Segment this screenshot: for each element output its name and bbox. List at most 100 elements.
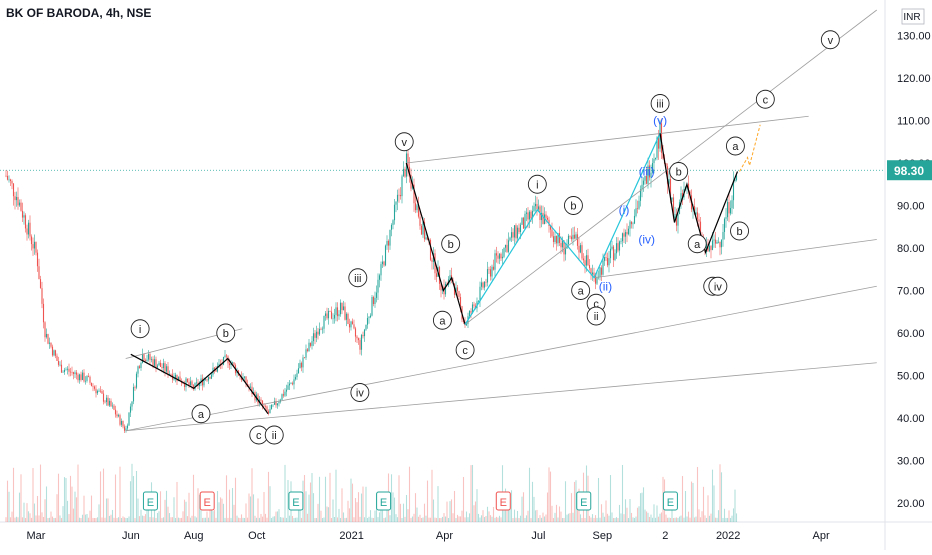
volume-bar (117, 517, 120, 522)
volume-bar (683, 517, 685, 522)
candle-body (413, 184, 415, 204)
candle-body (62, 371, 64, 373)
volume-bar (713, 485, 715, 522)
volume-bar (419, 514, 421, 522)
candle-body (414, 203, 417, 211)
volume-bar (425, 515, 427, 522)
volume-bar (12, 467, 15, 522)
candle-body (671, 197, 673, 200)
candle-body (594, 275, 597, 284)
volume-bar (14, 517, 16, 522)
candle-body (74, 372, 76, 374)
volume-bar (308, 494, 310, 522)
earnings-letter: E (292, 497, 299, 509)
volume-bar (545, 514, 547, 522)
volume-bar (617, 517, 619, 522)
candle-body (317, 331, 319, 335)
candle-body (81, 372, 84, 380)
volume-bar (275, 511, 277, 522)
candle-body (360, 335, 363, 350)
volume-bar (516, 510, 519, 522)
candle-body (386, 240, 388, 246)
candle-body (5, 175, 7, 177)
volume-bar (410, 517, 412, 522)
volume-bar (191, 515, 193, 522)
candle-body (284, 391, 286, 396)
volume-bar (405, 494, 408, 522)
time-tick-label: Apr (812, 530, 829, 542)
volume-bar (18, 492, 21, 522)
candle-body (378, 275, 381, 280)
candle-body (536, 203, 538, 210)
candle-body (668, 179, 670, 184)
volume-bar (368, 516, 370, 522)
volume-bar (122, 516, 124, 522)
last-price-tag (887, 160, 932, 181)
candle-body (696, 212, 699, 220)
volume-bar (222, 503, 225, 522)
candle-body (354, 328, 357, 337)
volume-bar (729, 517, 732, 522)
volume-bar (657, 516, 660, 522)
volume-bar (71, 486, 73, 522)
volume-bar (435, 517, 438, 522)
volume-bar (59, 515, 61, 522)
volume-bar (345, 517, 348, 522)
candle-body (408, 166, 411, 176)
candle-body (479, 286, 481, 302)
candle-body (509, 237, 511, 241)
candle-body (278, 401, 280, 404)
chart-title: BK OF BARODA, 4h, NSE (6, 6, 152, 20)
volume-bar (110, 514, 112, 522)
volume-bar (156, 512, 159, 522)
volume-bar (369, 510, 372, 522)
volume-bar (35, 515, 37, 522)
volume-bar (551, 505, 553, 522)
candle-body (363, 329, 366, 337)
volume-bar (288, 515, 291, 522)
volume-bar (666, 517, 669, 522)
candle-body (417, 205, 420, 217)
volume-bar (239, 518, 241, 522)
volume-bar (173, 497, 175, 522)
volume-bar (638, 506, 640, 522)
volume-bar (470, 465, 472, 522)
volume-bar (633, 517, 636, 522)
volume-bar (647, 512, 649, 522)
candle-body (519, 224, 522, 233)
candle-body (576, 234, 579, 246)
time-tick-label: 2021 (339, 530, 363, 542)
candle-body (332, 318, 334, 320)
wave-label: b (570, 201, 576, 213)
candle-body (90, 382, 93, 387)
candle-body (603, 257, 606, 261)
volume-bar (164, 499, 166, 522)
candle-body (294, 377, 297, 380)
candle-body (114, 409, 117, 415)
wave-label-circle (687, 234, 707, 254)
volume-bar (459, 516, 462, 522)
candle-body (584, 260, 586, 266)
volume-bar (263, 491, 265, 522)
candle-body (362, 335, 364, 337)
volume-bar (681, 475, 684, 522)
candle-body (705, 243, 708, 252)
candle-body (344, 306, 346, 320)
currency-box (901, 8, 925, 25)
price-tick-label: 120.00 (897, 73, 931, 85)
wave-label: c (256, 430, 262, 442)
price-tick-label: 70.00 (897, 286, 925, 298)
volume-bar (365, 486, 367, 522)
volume-bar (575, 480, 577, 522)
candle-body (285, 389, 288, 392)
candle-body (524, 213, 526, 229)
time-axis: Mar Jun Aug Oct 2021 Apr Jul Sep 2 2022 Apr (26, 530, 829, 542)
volume-bar (383, 517, 385, 522)
volume-bar (321, 517, 324, 522)
volume-bar (464, 517, 466, 522)
wave-label: c (593, 298, 599, 310)
wave-label: a (694, 239, 701, 251)
candle-body (32, 244, 34, 249)
wave-label: b (223, 328, 229, 340)
